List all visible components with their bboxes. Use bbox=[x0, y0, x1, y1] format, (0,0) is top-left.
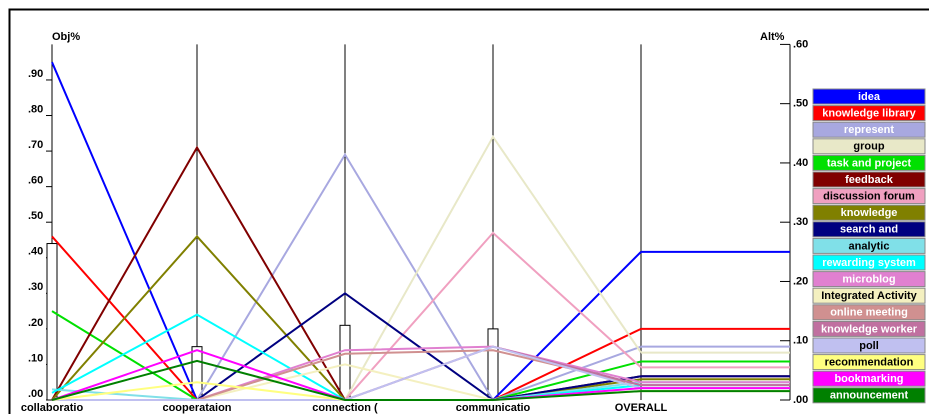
y2-tick-label: .30 bbox=[793, 216, 808, 228]
y2-tick-label: .50 bbox=[793, 98, 808, 110]
legend-swatch bbox=[812, 154, 926, 171]
legend-label: recommendation bbox=[825, 357, 914, 369]
legend-swatch bbox=[812, 304, 926, 321]
legend-label: knowledge worker bbox=[821, 323, 918, 335]
legend-swatch bbox=[812, 287, 926, 304]
y-axis-label: Obj% bbox=[52, 31, 80, 43]
legend-label: microblog bbox=[842, 274, 895, 286]
y-tick-label: .90 bbox=[28, 68, 43, 80]
x-tick-label: communicatio bbox=[456, 402, 531, 414]
frame bbox=[8, 8, 929, 414]
legend-swatch bbox=[812, 188, 926, 205]
legend-label: represent bbox=[844, 124, 894, 136]
y-tick-label: .20 bbox=[28, 317, 43, 329]
x-tick-label: OVERALL bbox=[615, 402, 668, 414]
y-tick-label: .70 bbox=[28, 139, 43, 151]
alt-line bbox=[51, 359, 642, 401]
y2-tick-label: .60 bbox=[793, 38, 808, 50]
legend-label: poll bbox=[859, 340, 879, 352]
legend-label: discussion forum bbox=[823, 191, 915, 203]
legend-swatch bbox=[812, 320, 926, 337]
legend-swatch bbox=[812, 121, 926, 138]
legend-swatch bbox=[812, 204, 926, 221]
y-tick-label: .80 bbox=[28, 103, 43, 115]
legend-swatch bbox=[812, 337, 926, 354]
legend-swatch bbox=[812, 370, 926, 387]
x-tick-label: connection ( bbox=[312, 402, 378, 414]
y-tick-label: .30 bbox=[28, 281, 43, 293]
legend-label: feedback bbox=[845, 174, 894, 186]
legend-label: group bbox=[853, 141, 884, 153]
legend-label: search and bbox=[840, 224, 898, 236]
legend-label: online meeting bbox=[830, 307, 908, 319]
legend-label: analytic bbox=[849, 240, 890, 252]
y2-tick-label: .20 bbox=[793, 275, 808, 287]
legend-swatch bbox=[812, 254, 926, 271]
legend-label: knowledge bbox=[841, 207, 898, 219]
legend-label: Integrated Activity bbox=[821, 290, 917, 302]
legend-swatch bbox=[812, 105, 926, 122]
x-tick-label: collaboratio bbox=[21, 402, 84, 414]
y2-tick-label: .40 bbox=[793, 157, 808, 169]
legend-swatch bbox=[812, 221, 926, 238]
legend-label: announcement bbox=[830, 390, 909, 402]
legend-label: knowledge library bbox=[822, 108, 916, 120]
y2-tick-label: .10 bbox=[793, 335, 808, 347]
legend-label: bookmarking bbox=[834, 373, 903, 385]
y-tick-label: .60 bbox=[28, 175, 43, 187]
y-tick-label: .50 bbox=[28, 210, 43, 222]
y-tick-label: .40 bbox=[28, 246, 43, 258]
y-tick-label: .00 bbox=[28, 388, 43, 400]
legend-swatch bbox=[812, 387, 926, 404]
legend-swatch bbox=[812, 354, 926, 371]
y2-tick-label: .00 bbox=[793, 394, 808, 406]
y-tick-label: .10 bbox=[28, 352, 43, 364]
legend-label: idea bbox=[858, 91, 881, 103]
legend-swatch bbox=[812, 271, 926, 288]
legend-label: task and project bbox=[827, 157, 912, 169]
legend-swatch bbox=[812, 237, 926, 254]
legend-swatch bbox=[812, 171, 926, 188]
legend-label: rewarding system bbox=[822, 257, 916, 269]
x-tick-label: cooperataion bbox=[162, 402, 231, 414]
legend-swatch bbox=[812, 138, 926, 155]
y2-axis-label: Alt% bbox=[760, 31, 785, 43]
weight-bar bbox=[339, 324, 351, 401]
legend-swatch bbox=[812, 88, 926, 105]
weight-bar bbox=[487, 328, 499, 401]
weight-bar bbox=[46, 243, 58, 401]
